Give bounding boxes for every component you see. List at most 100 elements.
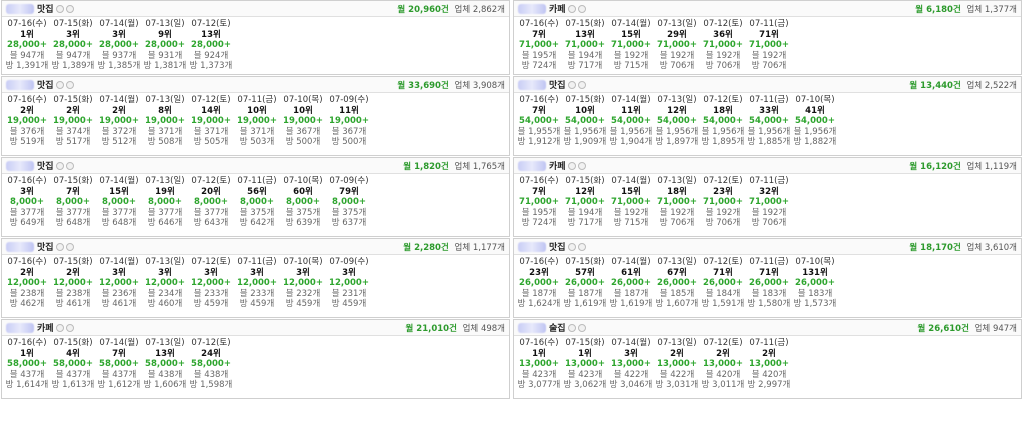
day-blog-count: 블 192개 [659, 50, 695, 61]
info-badge-icon[interactable] [567, 80, 576, 89]
day-cell: 07-14(월) 61위 26,000+ 블 187개 방 1,619개 [608, 257, 654, 310]
day-visit-count: 방 1,385개 [97, 61, 141, 71]
info-badge-icon[interactable] [55, 4, 64, 13]
day-traffic: 58,000+ [191, 359, 231, 369]
info-badge-icon[interactable] [567, 242, 576, 251]
day-blog-count: 블 192개 [751, 207, 787, 218]
day-visit-count: 방 1,373개 [189, 61, 233, 71]
store-card-header: 카페 월 21,010건 업체 498개 [2, 320, 509, 336]
day-rank: 7위 [66, 186, 80, 197]
info-badge-icon[interactable] [577, 242, 586, 251]
day-traffic: 12,000+ [7, 278, 47, 288]
day-traffic: 28,000+ [53, 40, 93, 50]
day-rank: 1위 [578, 348, 592, 359]
blurred-store-name [518, 241, 546, 252]
day-date: 07-12(토) [191, 338, 231, 348]
day-list: 07-16(수) 3위 8,000+ 블 377개 방 649개 07-15(화… [2, 174, 509, 231]
day-cell: 07-15(화) 1위 13,000+ 블 423개 방 3,062개 [562, 338, 608, 391]
day-date: 07-16(수) [7, 338, 47, 348]
day-date: 07-12(토) [703, 176, 743, 186]
day-cell: 07-14(월) 2위 19,000+ 블 372개 방 512개 [96, 95, 142, 148]
day-traffic: 71,000+ [749, 40, 789, 50]
store-category: 맛집 [37, 81, 54, 91]
day-traffic: 19,000+ [7, 116, 47, 126]
day-traffic: 71,000+ [611, 40, 651, 50]
store-card[interactable]: 맛집 월 13,440건 업체 2,522개 07-16(수) 7위 54,00… [513, 76, 1022, 156]
store-card[interactable]: 맛집 월 33,690건 업체 3,908개 07-16(수) 2위 19,00… [1, 76, 510, 156]
day-traffic: 13,000+ [657, 359, 697, 369]
day-date: 07-11(금) [237, 257, 277, 267]
store-card[interactable]: 술집 월 26,610건 업체 947개 07-16(수) 1위 13,000+… [513, 319, 1022, 399]
day-date: 07-16(수) [7, 95, 47, 105]
day-visit-count: 방 646개 [147, 218, 183, 228]
right-column: 카페 월 6,180건 업체 1,377개 07-16(수) 7위 71,000… [513, 0, 1022, 400]
info-badge-icon[interactable] [65, 242, 74, 251]
day-rank: 15위 [109, 186, 129, 197]
day-rank: 3위 [624, 348, 638, 359]
day-blog-count: 블 931개 [147, 50, 183, 61]
info-badge-icon[interactable] [65, 161, 74, 170]
day-blog-count: 블 947개 [55, 50, 91, 61]
store-card[interactable]: 카페 월 16,120건 업체 1,119개 07-16(수) 7위 71,00… [513, 157, 1022, 237]
info-badge-icon[interactable] [567, 4, 576, 13]
store-card[interactable]: 카페 월 21,010건 업체 498개 07-16(수) 1위 58,000+… [1, 319, 510, 399]
store-card[interactable]: 맛집 월 1,820건 업체 1,765개 07-16(수) 3위 8,000+… [1, 157, 510, 237]
store-card[interactable]: 맛집 월 18,170건 업체 3,610개 07-16(수) 23위 26,0… [513, 238, 1022, 318]
info-badge-icon[interactable] [577, 323, 586, 332]
info-badge-icon[interactable] [55, 242, 64, 251]
day-date: 07-15(화) [565, 19, 605, 29]
day-visit-count: 방 649개 [9, 218, 45, 228]
day-traffic: 19,000+ [237, 116, 277, 126]
day-cell: 07-09(수) 79위 8,000+ 블 375개 방 637개 [326, 176, 372, 229]
day-list: 07-16(수) 1위 28,000+ 블 947개 방 1,391개 07-1… [2, 17, 509, 74]
day-traffic: 28,000+ [191, 40, 231, 50]
day-date: 07-14(월) [611, 338, 651, 348]
info-badge-icon[interactable] [65, 80, 74, 89]
day-rank: 32위 [759, 186, 779, 197]
store-category: 맛집 [37, 5, 54, 15]
info-badge-icon[interactable] [577, 80, 586, 89]
day-visit-count: 방 3,031개 [655, 380, 699, 390]
day-date: 07-13(일) [657, 338, 697, 348]
day-cell: 07-13(일) 3위 12,000+ 블 234개 방 460개 [142, 257, 188, 310]
day-visit-count: 방 1,895개 [701, 137, 745, 147]
info-badge-icon[interactable] [55, 161, 64, 170]
store-card[interactable]: 맛집 월 2,280건 업체 1,177개 07-16(수) 2위 12,000… [1, 238, 510, 318]
info-badge-icon[interactable] [55, 80, 64, 89]
day-list: 07-16(수) 7위 54,000+ 블 1,955개 방 1,912개 07… [514, 93, 1021, 150]
day-date: 07-14(월) [99, 19, 139, 29]
info-badge-icon[interactable] [567, 161, 576, 170]
day-rank: 10위 [575, 105, 595, 116]
day-rank: 3위 [250, 267, 264, 278]
store-card[interactable]: 맛집 월 20,960건 업체 2,862개 07-16(수) 1위 28,00… [1, 0, 510, 75]
info-badge-icon[interactable] [567, 323, 576, 332]
info-badge-icon[interactable] [65, 4, 74, 13]
industry-count: 업체 3,610개 [966, 242, 1018, 253]
day-visit-count: 방 1,904개 [609, 137, 653, 147]
day-blog-count: 블 192개 [613, 50, 649, 61]
day-blog-count: 블 375개 [331, 207, 367, 218]
info-badge-icon[interactable] [55, 323, 64, 332]
day-blog-count: 블 374개 [55, 126, 91, 137]
store-card[interactable]: 카페 월 6,180건 업체 1,377개 07-16(수) 7위 71,000… [513, 0, 1022, 75]
day-traffic: 12,000+ [53, 278, 93, 288]
day-blog-count: 블 233개 [193, 288, 229, 299]
industry-count: 업체 498개 [462, 323, 505, 334]
day-visit-count: 방 1,624개 [517, 299, 561, 309]
day-cell: 07-12(토) 14위 19,000+ 블 371개 방 505개 [188, 95, 234, 148]
day-date: 07-11(금) [749, 176, 789, 186]
day-cell: 07-15(화) 10위 54,000+ 블 1,956개 방 1,909개 [562, 95, 608, 148]
day-rank: 3위 [20, 186, 34, 197]
day-traffic: 71,000+ [749, 197, 789, 207]
day-cell: 07-15(화) 2위 19,000+ 블 374개 방 517개 [50, 95, 96, 148]
info-badge-icon[interactable] [65, 323, 74, 332]
info-badge-icon[interactable] [577, 4, 586, 13]
day-blog-count: 블 377개 [55, 207, 91, 218]
industry-count: 업체 1,119개 [966, 161, 1018, 172]
day-traffic: 13,000+ [519, 359, 559, 369]
day-date: 07-12(토) [703, 257, 743, 267]
info-badge-icon[interactable] [577, 161, 586, 170]
store-card-header: 맛집 월 33,690건 업체 3,908개 [2, 77, 509, 93]
day-visit-count: 방 1,591개 [701, 299, 745, 309]
day-cell: 07-09(수) 3위 12,000+ 블 231개 방 459개 [326, 257, 372, 310]
